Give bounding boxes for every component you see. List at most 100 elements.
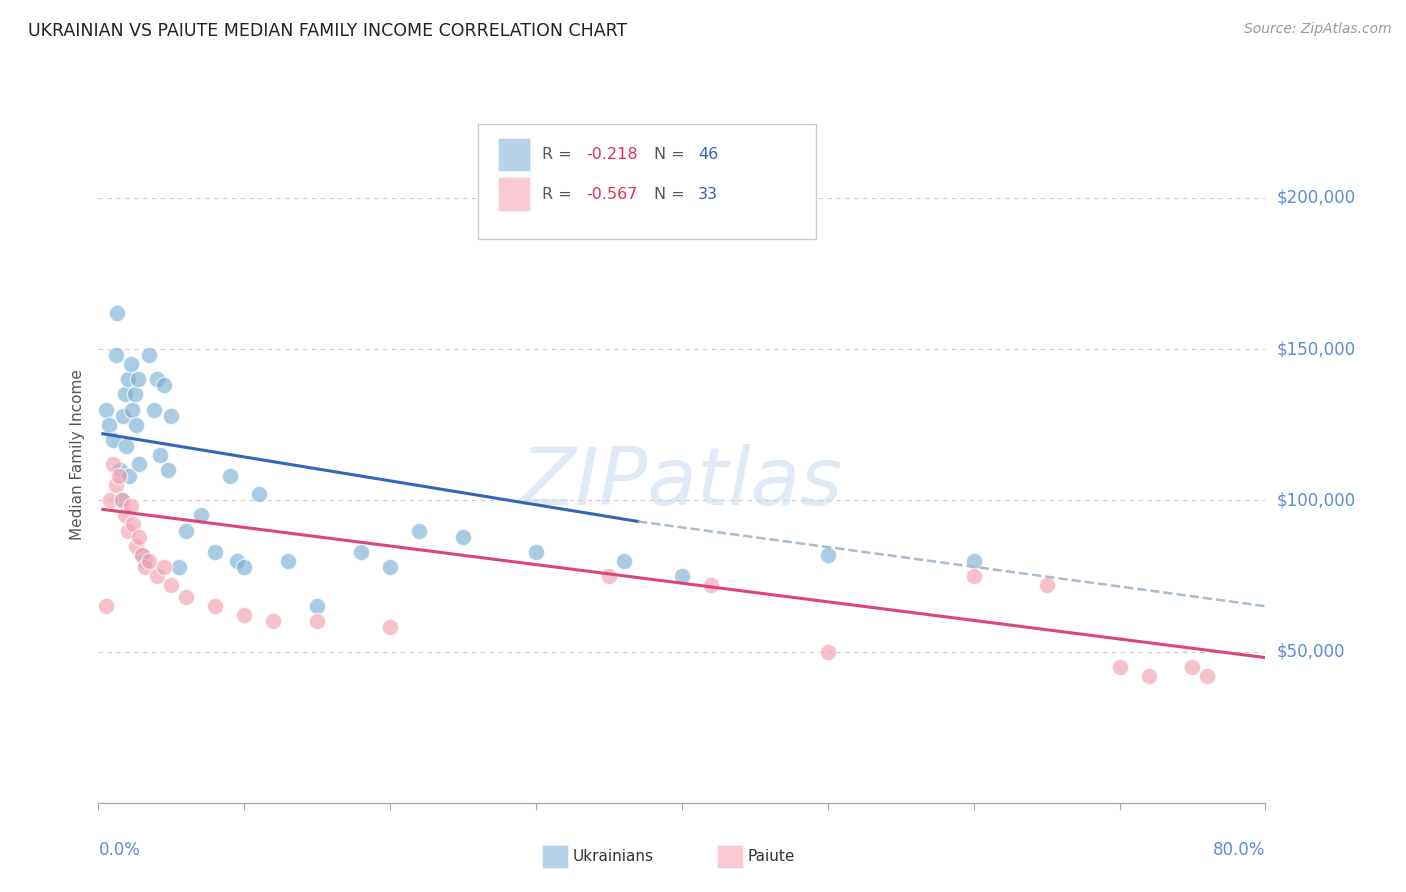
Point [174, 590, 197, 604]
Point [149, 448, 172, 462]
Text: $200,000: $200,000 [1277, 189, 1355, 207]
Point [94, 599, 117, 614]
Text: N =: N = [654, 186, 690, 202]
Point [112, 409, 135, 423]
Bar [498, 137, 530, 171]
Point [1035, 578, 1057, 592]
Text: 80.0%: 80.0% [1213, 841, 1265, 859]
Text: Ukrainians: Ukrainians [572, 849, 654, 863]
Text: -0.567: -0.567 [586, 186, 637, 202]
Bar [498, 178, 530, 211]
Point [153, 559, 176, 574]
Text: R =: R = [541, 147, 576, 161]
Point [451, 530, 474, 544]
Point [98, 493, 121, 508]
Point [118, 469, 141, 483]
Point [117, 372, 139, 386]
Point [127, 372, 149, 386]
Text: $100,000: $100,000 [1277, 491, 1355, 509]
Point [134, 554, 156, 568]
Point [612, 554, 634, 568]
Point [134, 559, 156, 574]
Point [117, 524, 139, 538]
Point [120, 357, 142, 371]
Point [128, 457, 150, 471]
Point [125, 417, 148, 432]
Text: 0.0%: 0.0% [98, 841, 141, 859]
Point [190, 508, 212, 523]
Point [121, 402, 143, 417]
Text: Source: ZipAtlas.com: Source: ZipAtlas.com [1244, 22, 1392, 37]
Point [598, 569, 620, 583]
Point [247, 487, 270, 501]
Point [233, 559, 256, 574]
Point [962, 554, 984, 568]
Point [817, 548, 839, 562]
Point [122, 517, 145, 532]
Point [110, 463, 132, 477]
Point [962, 569, 984, 583]
Bar [717, 845, 742, 868]
Point [226, 554, 249, 568]
Point [1108, 659, 1130, 673]
Text: 46: 46 [699, 147, 718, 161]
Text: -0.218: -0.218 [586, 147, 638, 161]
Text: R =: R = [541, 186, 576, 202]
Text: ZIPatlas: ZIPatlas [520, 443, 844, 522]
Point [378, 620, 402, 634]
Point [1137, 669, 1160, 683]
Point [524, 545, 547, 559]
Y-axis label: Median Family Income: Median Family Income [70, 369, 86, 541]
Point [115, 439, 138, 453]
Point [160, 578, 183, 592]
Point [108, 469, 131, 483]
Point [105, 306, 128, 320]
Point [204, 599, 226, 614]
Point [350, 545, 373, 559]
Point [277, 554, 299, 568]
Point [167, 559, 190, 574]
Point [153, 378, 176, 392]
Text: $150,000: $150,000 [1277, 340, 1355, 358]
Point [114, 508, 136, 523]
Point [157, 463, 180, 477]
Point [138, 554, 160, 568]
Point [218, 469, 240, 483]
Point [307, 599, 329, 614]
Text: N =: N = [654, 147, 690, 161]
Point [97, 417, 120, 432]
Point [124, 387, 146, 401]
Point [111, 493, 134, 508]
Point [378, 559, 402, 574]
Point [111, 493, 134, 508]
Text: $50,000: $50,000 [1277, 642, 1346, 661]
Point [307, 615, 329, 629]
Point [114, 387, 136, 401]
Point [700, 578, 723, 592]
Point [146, 569, 169, 583]
Bar [541, 845, 568, 868]
Point [1181, 659, 1204, 673]
Point [1195, 669, 1218, 683]
Point [101, 457, 124, 471]
Point [131, 548, 153, 562]
Point [120, 500, 142, 514]
Text: 33: 33 [699, 186, 718, 202]
Point [160, 409, 183, 423]
Point [817, 644, 839, 658]
Point [101, 433, 124, 447]
Point [125, 539, 148, 553]
Point [408, 524, 430, 538]
Point [142, 402, 165, 417]
Point [671, 569, 693, 583]
Text: Paiute: Paiute [747, 849, 794, 863]
Point [104, 478, 127, 492]
Point [204, 545, 226, 559]
Point [174, 524, 197, 538]
Point [233, 608, 256, 623]
Point [262, 615, 284, 629]
Point [138, 348, 160, 362]
FancyBboxPatch shape [478, 124, 815, 239]
Point [131, 548, 153, 562]
Point [146, 372, 169, 386]
